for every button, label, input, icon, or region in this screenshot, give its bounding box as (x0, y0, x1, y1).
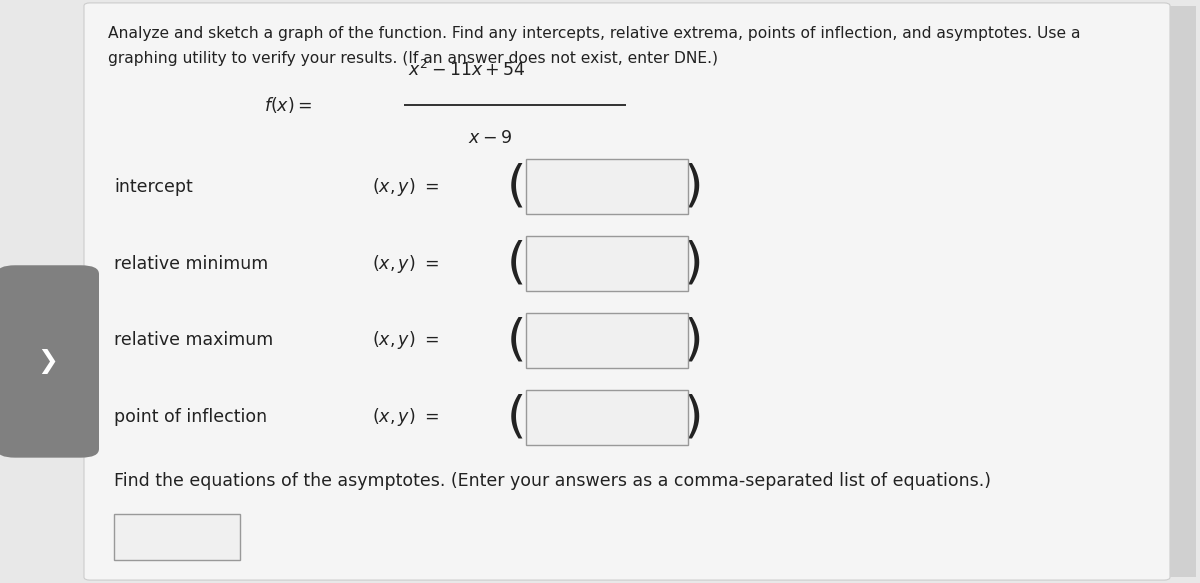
Text: Analyze and sketch a graph of the function. Find any intercepts, relative extrem: Analyze and sketch a graph of the functi… (108, 26, 1080, 41)
Text: ): ) (684, 317, 703, 364)
Text: ): ) (684, 394, 703, 441)
Text: relative maximum: relative maximum (114, 332, 274, 349)
Text: point of inflection: point of inflection (114, 409, 268, 426)
Text: (: ( (506, 163, 526, 210)
Text: $x^2 - 11x + 54$: $x^2 - 11x + 54$ (408, 61, 526, 80)
Text: $f(x) =$: $f(x) =$ (264, 95, 312, 115)
Text: (: ( (506, 394, 526, 441)
Text: ❯: ❯ (37, 349, 59, 374)
FancyBboxPatch shape (114, 514, 240, 560)
Text: $(x, y)\ =$: $(x, y)\ =$ (372, 406, 439, 429)
FancyBboxPatch shape (526, 236, 688, 291)
FancyBboxPatch shape (526, 312, 688, 368)
Text: graphing utility to verify your results. (If an answer does not exist, enter DNE: graphing utility to verify your results.… (108, 51, 718, 66)
Text: Find the equations of the asymptotes. (Enter your answers as a comma-separated l: Find the equations of the asymptotes. (E… (114, 472, 991, 490)
Text: relative minimum: relative minimum (114, 255, 269, 272)
FancyBboxPatch shape (1170, 6, 1196, 577)
FancyBboxPatch shape (526, 159, 688, 214)
Text: intercept: intercept (114, 178, 193, 195)
Text: ): ) (684, 240, 703, 287)
Text: (: ( (506, 240, 526, 287)
Text: ): ) (684, 163, 703, 210)
Text: $(x, y)\ =$: $(x, y)\ =$ (372, 175, 439, 198)
Text: $(x, y)\ =$: $(x, y)\ =$ (372, 329, 439, 352)
FancyBboxPatch shape (0, 265, 98, 458)
Text: $(x, y)\ =$: $(x, y)\ =$ (372, 252, 439, 275)
Text: (: ( (506, 317, 526, 364)
FancyBboxPatch shape (84, 3, 1170, 580)
FancyBboxPatch shape (526, 389, 688, 445)
Text: $x - 9$: $x - 9$ (468, 129, 512, 147)
